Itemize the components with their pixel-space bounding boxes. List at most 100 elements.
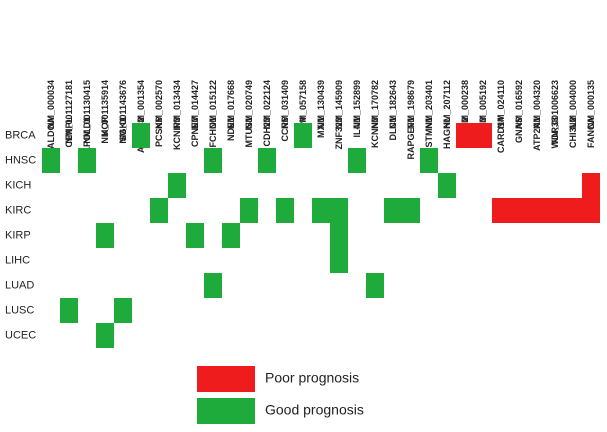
legend-swatch [197, 366, 255, 392]
accession-label: NM_013434 [172, 80, 182, 129]
cell [420, 148, 438, 173]
cell [96, 323, 114, 348]
gene-label: FCHO1 [208, 117, 218, 148]
gene-label: CDH23 [262, 117, 272, 147]
cell [474, 123, 492, 148]
accession-label: NM_207112 [442, 80, 452, 129]
cell [204, 148, 222, 173]
cell [258, 148, 276, 173]
cell [240, 198, 258, 223]
accession-label: NM_001127181 [64, 80, 74, 144]
row-label: KIRC [5, 204, 31, 216]
accession-label: NM_022124 [262, 80, 272, 129]
row-label: HNSC [5, 154, 36, 166]
gene-label: FANCA [586, 117, 596, 148]
cell [96, 223, 114, 248]
cell [456, 123, 474, 148]
accession-label: NM_024110 [496, 80, 506, 129]
accession-label: NM_001006623 [550, 80, 560, 144]
row-label: LIHC [5, 254, 30, 266]
gene-label: ALDOA [46, 117, 56, 149]
gene-label: NDE1 [226, 117, 236, 141]
accession-label: NM_001130415 [82, 80, 92, 144]
gene-label: ZNF323 [334, 117, 344, 150]
cell [276, 198, 294, 223]
row-label: LUSC [5, 304, 34, 316]
cell [42, 148, 60, 173]
cell [330, 223, 348, 248]
cell [582, 173, 600, 198]
gene-label: CARD14 [496, 117, 506, 153]
gene-label: IL4I1 [352, 117, 362, 138]
cell [384, 198, 402, 223]
gene-label: HAGHL [442, 117, 452, 149]
cell [528, 198, 546, 223]
accession-label: NM_020749 [244, 80, 254, 129]
row-label: KIRP [5, 229, 31, 241]
row-label: LUAD [5, 279, 34, 291]
row-label: KICH [5, 179, 31, 191]
accession-label: NM_001135914 [100, 80, 110, 144]
cell [348, 148, 366, 173]
gene-label: MXI1 [316, 117, 326, 138]
gene-label: CENPL [64, 117, 74, 148]
cell [564, 198, 582, 223]
accession-label: NM_017668 [226, 80, 236, 129]
cell [132, 123, 150, 148]
cell [366, 273, 384, 298]
gene-label: CCR6 [280, 117, 290, 142]
gene-label: CPNE7 [190, 117, 200, 147]
accession-label: NM_031409 [280, 80, 290, 129]
cell [312, 198, 330, 223]
cell [222, 223, 240, 248]
accession-label: NM_014427 [190, 80, 200, 129]
accession-label: NM_198679 [406, 80, 416, 129]
cell [330, 248, 348, 273]
gene-label: DLC1 [388, 117, 398, 141]
accession-label: NM_004000 [568, 80, 578, 129]
cell [510, 198, 528, 223]
cell [114, 298, 132, 323]
gene-label: WDR33 [550, 117, 560, 149]
row-label: UCEC [5, 329, 36, 341]
gene-label: CHI3L2 [568, 117, 578, 148]
gene-label: ATP2A1 [532, 117, 542, 151]
gene-label: KCP [100, 117, 110, 136]
accession-label: NM_004320 [532, 80, 542, 129]
gene-label: GNAS [514, 117, 524, 143]
accession-label: NM_000135 [586, 80, 596, 129]
cell [546, 198, 564, 223]
gene-label: KCNIP3 [172, 117, 182, 150]
gene-label: STMN1 [424, 117, 434, 148]
accession-label: NM_000238 [460, 80, 470, 129]
cell [492, 198, 510, 223]
cell [60, 298, 78, 323]
accession-label: NM_203401 [424, 80, 434, 129]
cell [186, 223, 204, 248]
accession-label: NM_002570 [154, 80, 164, 129]
accession-label: NM_016592 [514, 80, 524, 129]
cell [330, 198, 348, 223]
gene-label: PCSK6 [154, 117, 164, 147]
cell [438, 173, 456, 198]
cell [582, 198, 600, 223]
legend-label: Poor prognosis [265, 370, 359, 386]
gene-label: MTUS1 [244, 117, 254, 148]
accession-label: NM_001354 [136, 80, 146, 129]
gene-label: APOLD1 [82, 117, 92, 154]
accession-label: NM_152899 [352, 80, 362, 129]
cell [294, 123, 312, 148]
cell [204, 273, 222, 298]
legend-swatch [197, 398, 255, 424]
cell [150, 198, 168, 223]
cell [78, 148, 96, 173]
gene-label: RAPGEF1 [406, 117, 416, 160]
accession-label: NM_057158 [298, 80, 308, 129]
accession-label: NM_145909 [334, 80, 344, 129]
accession-label: NM_005192 [478, 80, 488, 129]
cell [402, 198, 420, 223]
accession-label: NM_170782 [370, 80, 380, 129]
legend-label: Good prognosis [265, 402, 364, 418]
accession-label: NM_000034 [46, 80, 56, 129]
